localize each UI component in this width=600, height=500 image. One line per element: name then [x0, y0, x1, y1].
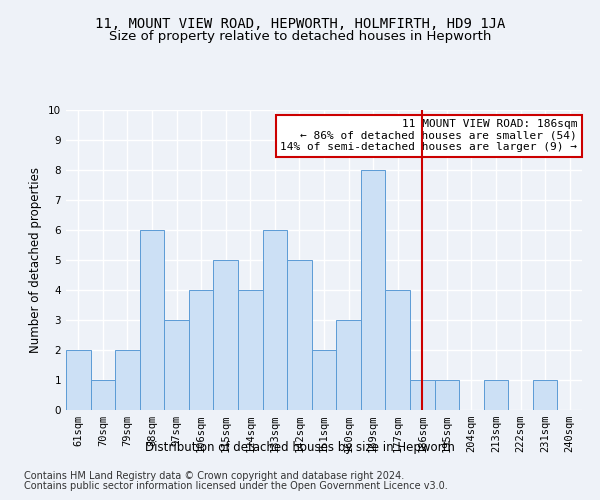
Bar [385, 290, 410, 410]
Bar [533, 380, 557, 410]
Bar [214, 260, 238, 410]
Text: Contains HM Land Registry data © Crown copyright and database right 2024.: Contains HM Land Registry data © Crown c… [24, 471, 404, 481]
Bar [434, 380, 459, 410]
Bar [361, 170, 385, 410]
Text: 11 MOUNT VIEW ROAD: 186sqm
← 86% of detached houses are smaller (54)
14% of semi: 11 MOUNT VIEW ROAD: 186sqm ← 86% of deta… [280, 119, 577, 152]
Bar [484, 380, 508, 410]
Bar [140, 230, 164, 410]
Text: 11, MOUNT VIEW ROAD, HEPWORTH, HOLMFIRTH, HD9 1JA: 11, MOUNT VIEW ROAD, HEPWORTH, HOLMFIRTH… [95, 18, 505, 32]
Text: Contains public sector information licensed under the Open Government Licence v3: Contains public sector information licen… [24, 481, 448, 491]
Bar [238, 290, 263, 410]
Bar [66, 350, 91, 410]
Text: Size of property relative to detached houses in Hepworth: Size of property relative to detached ho… [109, 30, 491, 43]
Y-axis label: Number of detached properties: Number of detached properties [29, 167, 43, 353]
Bar [263, 230, 287, 410]
Bar [91, 380, 115, 410]
Bar [336, 320, 361, 410]
Text: Distribution of detached houses by size in Hepworth: Distribution of detached houses by size … [145, 441, 455, 454]
Bar [164, 320, 189, 410]
Bar [115, 350, 140, 410]
Bar [410, 380, 434, 410]
Bar [189, 290, 214, 410]
Bar [312, 350, 336, 410]
Bar [287, 260, 312, 410]
